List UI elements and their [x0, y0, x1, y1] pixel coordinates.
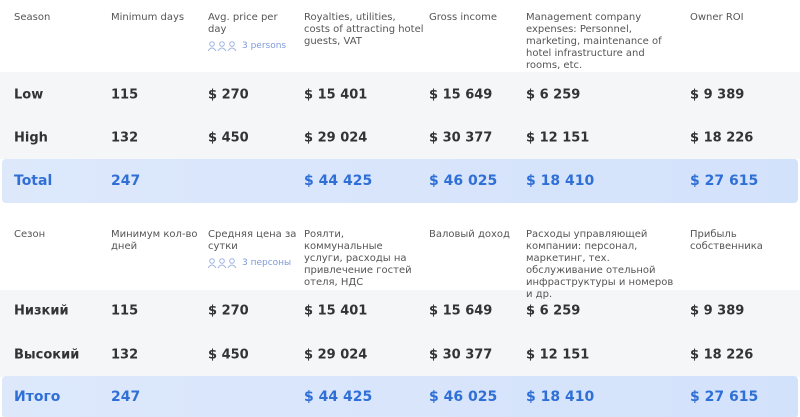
cell-value: $ 15 649	[429, 303, 493, 319]
cell-value: 115	[111, 303, 139, 319]
cell-value: $ 270	[208, 87, 249, 103]
header-cell: Средняя цена за сутки 3 персоны	[208, 229, 298, 269]
header-text: Валовый доход	[429, 229, 510, 240]
header-cell: Gross income	[429, 12, 519, 24]
header-text: Season	[14, 12, 51, 23]
header-text: Расходы управляющей компании: персонал, …	[526, 229, 674, 300]
cell-value: $ 6 259	[526, 303, 581, 319]
header-text: Gross income	[429, 12, 497, 23]
cell-value: $ 29 024	[304, 130, 368, 146]
cell-value: $ 15 401	[304, 303, 368, 319]
cell-value: Низкий	[14, 303, 69, 319]
total-value: $ 46 025	[429, 389, 498, 405]
header-cell: Royalties, utilities, costs of attractin…	[304, 12, 424, 48]
total-value: Итого	[14, 389, 61, 405]
total-band	[2, 159, 798, 203]
header-cell: Валовый доход	[429, 229, 519, 241]
total-value: $ 18 410	[526, 389, 595, 405]
header-cell: Minimum days	[111, 12, 201, 24]
cell-value: $ 450	[208, 130, 249, 146]
header-text: Avg. price per day	[208, 12, 278, 35]
total-value: $ 44 425	[304, 173, 373, 189]
cell-value: $ 15 649	[429, 87, 493, 103]
persons-note: 3 persons	[208, 40, 298, 52]
header-cell: Owner ROI	[690, 12, 790, 24]
header-text: Роялти, коммунальные услуги, расходы на …	[304, 229, 412, 288]
persons-note: 3 персоны	[208, 257, 298, 269]
header-cell: Сезон	[14, 229, 104, 241]
total-value: $ 27 615	[690, 173, 759, 189]
header-text: Owner ROI	[690, 12, 744, 23]
persons-icon	[208, 40, 237, 51]
cell-value: $ 12 151	[526, 130, 590, 146]
persons-text: 3 персоны	[242, 258, 292, 268]
total-value: 247	[111, 173, 141, 189]
header-cell: Season	[14, 12, 104, 24]
total-value: $ 46 025	[429, 173, 498, 189]
header-text: Прибыль собственника	[690, 229, 763, 252]
cell-value: $ 29 024	[304, 347, 368, 363]
cell-value: $ 18 226	[690, 347, 754, 363]
header-cell: Avg. price per day 3 persons	[208, 12, 298, 52]
header-text: Сезон	[14, 229, 46, 240]
total-value: Total	[14, 173, 53, 189]
row-band	[0, 290, 800, 377]
header-cell: Прибыль собственника	[690, 229, 790, 253]
cell-value: $ 15 401	[304, 87, 368, 103]
header-text: Royalties, utilities, costs of attractin…	[304, 12, 424, 47]
cell-value: $ 30 377	[429, 130, 493, 146]
persons-icon	[208, 257, 237, 268]
total-value: 247	[111, 389, 141, 405]
header-cell: Management company expenses: Personnel, …	[526, 12, 676, 72]
cell-value: Высокий	[14, 347, 80, 363]
header-text: Минимум кол-во дней	[111, 229, 198, 252]
cell-value: $ 9 389	[690, 87, 745, 103]
header-cell: Минимум кол-во дней	[111, 229, 201, 253]
header-cell: Расходы управляющей компании: персонал, …	[526, 229, 676, 301]
persons-text: 3 persons	[242, 41, 287, 51]
cell-value: Low	[14, 87, 44, 103]
cell-value: 132	[111, 347, 139, 363]
cell-value: 132	[111, 130, 139, 146]
total-band	[2, 376, 798, 417]
header-text: Management company expenses: Personnel, …	[526, 12, 662, 71]
cell-value: $ 30 377	[429, 347, 493, 363]
cell-value: 115	[111, 87, 139, 103]
cell-value: $ 450	[208, 347, 249, 363]
cell-value: $ 6 259	[526, 87, 581, 103]
total-value: $ 18 410	[526, 173, 595, 189]
total-value: $ 44 425	[304, 389, 373, 405]
cell-value: $ 18 226	[690, 130, 754, 146]
cell-value: High	[14, 130, 48, 146]
header-cell: Роялти, коммунальные услуги, расходы на …	[304, 229, 424, 289]
header-text: Minimum days	[111, 12, 185, 23]
cell-value: $ 9 389	[690, 303, 745, 319]
header-text: Средняя цена за сутки	[208, 229, 297, 252]
row-band	[0, 72, 800, 159]
cell-value: $ 270	[208, 303, 249, 319]
total-value: $ 27 615	[690, 389, 759, 405]
cell-value: $ 12 151	[526, 347, 590, 363]
